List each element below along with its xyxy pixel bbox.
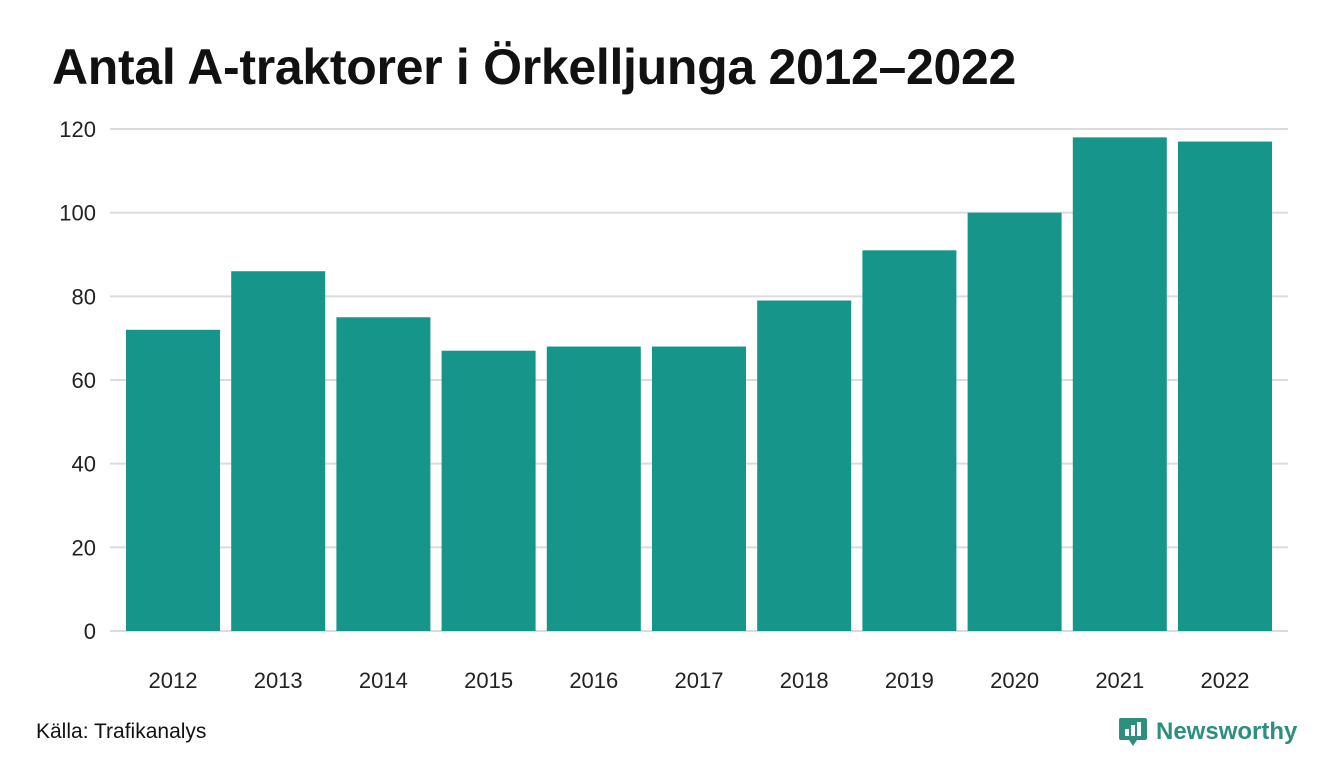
x-tick-label: 2019	[885, 668, 934, 693]
bar-2019	[862, 250, 957, 632]
y-axis-ticks: 0 20 40 60 80 100 120	[59, 117, 96, 644]
x-tick-label: 2021	[1095, 668, 1144, 693]
brand-logo[interactable]: Newsworthy	[1118, 716, 1297, 748]
bar-2022	[1178, 141, 1272, 632]
bar-2014	[336, 317, 431, 631]
x-tick-label: 2018	[780, 668, 829, 693]
y-tick-label: 100	[59, 201, 96, 226]
bar-2012	[126, 329, 220, 631]
y-tick-label: 120	[59, 117, 96, 142]
bar-2018	[757, 300, 852, 631]
x-tick-label: 2013	[254, 668, 303, 693]
x-tick-label: 2016	[569, 668, 618, 693]
x-tick-label: 2015	[464, 668, 513, 693]
bars	[126, 137, 1272, 632]
chart-title: Antal A-traktorer i Örkelljunga 2012–202…	[52, 39, 1017, 95]
bar-2013	[231, 271, 326, 631]
brand-name: Newsworthy	[1156, 718, 1298, 745]
x-tick-label: 2017	[675, 668, 724, 693]
bar-2017	[652, 346, 746, 631]
y-tick-label: 0	[84, 619, 96, 644]
y-tick-label: 20	[72, 535, 96, 560]
x-axis-ticks: 2012 2013 2014 2015 2016 2017 2018 2019 2020 2021…	[149, 668, 1250, 693]
bar-chart: 0 20 40 60 80 100 120 2012 2013 2014 2015 2016 2017…	[59, 117, 1288, 693]
source-note: Källa: Trafikanalys	[36, 720, 207, 743]
y-tick-label: 80	[72, 284, 96, 309]
x-tick-label: 2022	[1201, 668, 1250, 693]
y-tick-label: 40	[72, 452, 96, 477]
x-tick-label: 2012	[149, 668, 198, 693]
bar-2021	[1072, 137, 1167, 631]
y-tick-label: 60	[72, 368, 96, 393]
x-tick-label: 2014	[359, 668, 408, 693]
bar-2016	[546, 346, 641, 631]
bar-2015	[441, 350, 536, 631]
x-tick-label: 2020	[990, 668, 1039, 693]
bar-2020	[967, 212, 1062, 631]
bar-chart-speech-bubble-icon	[1119, 718, 1147, 746]
